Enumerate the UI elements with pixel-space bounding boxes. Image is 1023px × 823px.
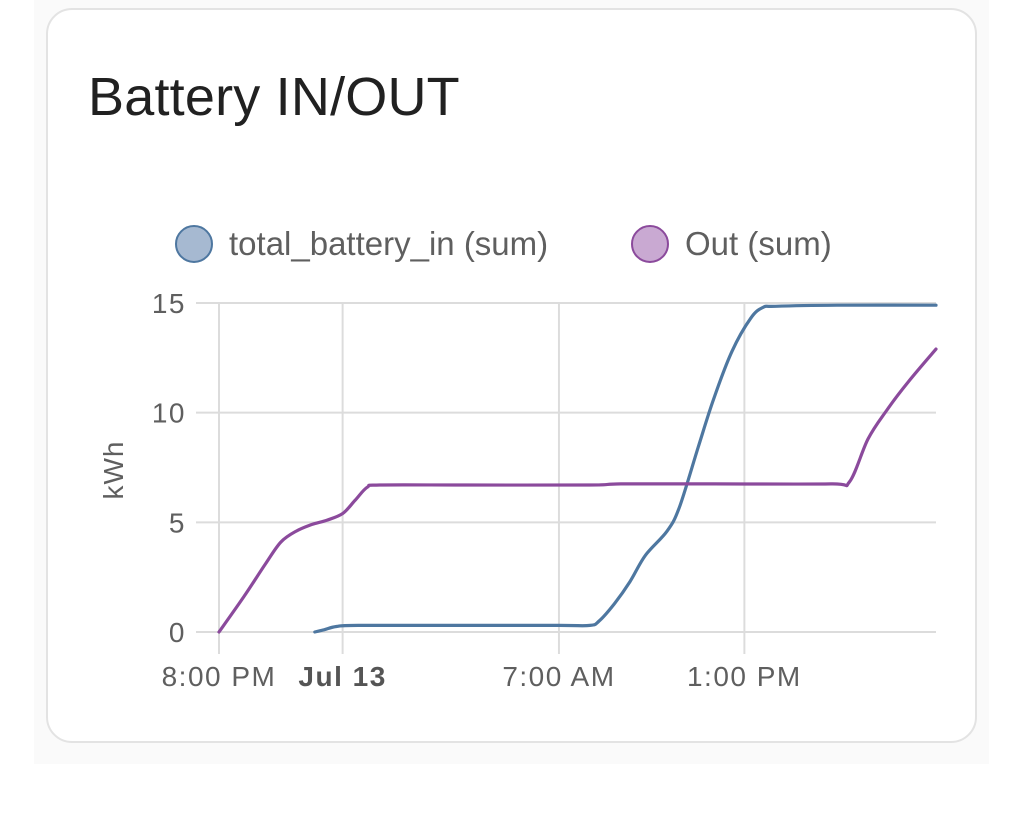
chart-card	[46, 8, 977, 743]
y-axis-label: kWh	[98, 441, 129, 500]
legend-item-battery-in[interactable]: total_battery_in (sum)	[175, 225, 548, 263]
legend-marker-out	[631, 225, 669, 263]
series-line-battery-in[interactable]	[313, 303, 938, 634]
y-tick-label: 15	[152, 288, 186, 319]
legend-marker-battery-in	[175, 225, 213, 263]
x-tick-label: Jul 13	[298, 661, 386, 692]
y-tick-label: 5	[169, 507, 186, 538]
legend-label-battery-in: total_battery_in (sum)	[229, 225, 548, 262]
y-tick-label: 0	[169, 617, 186, 648]
legend-item-out[interactable]: Out (sum)	[631, 225, 832, 263]
chart-legend: total_battery_in (sum) Out (sum)	[175, 225, 832, 263]
x-gridlines	[218, 303, 746, 654]
x-tick-label: 7:00 AM	[502, 661, 615, 692]
y-tick-label: 10	[152, 398, 186, 429]
y-gridlines	[196, 302, 936, 633]
x-tick-label: 8:00 PM	[162, 661, 277, 692]
series-line-out[interactable]	[217, 347, 938, 634]
legend-label-out: Out (sum)	[685, 225, 832, 262]
y-axis-ticks: 0 5 10 15	[152, 288, 186, 648]
x-tick-label: 1:00 PM	[687, 661, 802, 692]
series-layer	[217, 303, 938, 634]
x-axis-ticks: 8:00 PM Jul 13 7:00 AM 1:00 PM	[162, 661, 802, 692]
card-title: Battery IN/OUT	[88, 67, 460, 127]
